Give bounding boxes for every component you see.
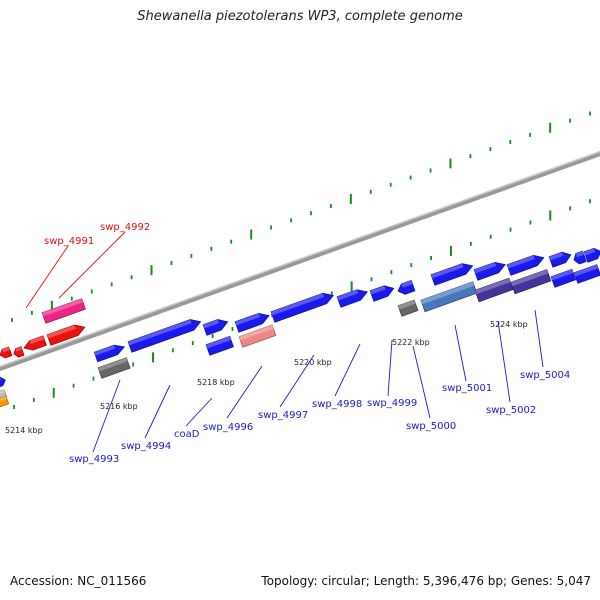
backbone-line: [0, 150, 600, 372]
gene-label: swp_5002: [486, 405, 536, 416]
label-leader: [334, 343, 361, 397]
gene-blue: [0, 376, 6, 388]
gene-red-shade: [29, 335, 45, 344]
gene-blue-shade: [431, 263, 464, 279]
gene-blue-shade: [235, 313, 260, 326]
backbone-highlight: [0, 150, 600, 368]
gene-blue-shade: [575, 251, 584, 258]
label-leader: [144, 384, 171, 439]
gene-swp-4994: [127, 319, 202, 353]
label-leader: [58, 231, 126, 299]
gene-grey-shade: [0, 389, 5, 395]
gene-swp-4992-shade: [47, 325, 76, 339]
scale-label: 5218 kbp: [197, 378, 235, 387]
label-leader: [387, 339, 393, 397]
gene-label: swp_5001: [442, 383, 492, 394]
label-leader: [279, 354, 315, 408]
gene-swp-4994-shade: [128, 319, 192, 346]
gene-blue-shade: [549, 252, 564, 261]
gene-swp-4993-shade: [94, 345, 116, 356]
gene-blue-shade: [507, 255, 535, 269]
gene-swp-4991-shade: [42, 298, 83, 317]
scale-label: 5220 kbp: [294, 358, 332, 367]
gene-swp-4997-shade: [271, 293, 325, 316]
gene-orange-shade: [0, 396, 7, 402]
gene-swp-5004-shade: [551, 269, 574, 281]
gene-label: swp_4991: [44, 236, 94, 247]
gene-label: swp_4996: [203, 422, 253, 433]
gene-label: swp_4999: [367, 398, 417, 409]
label-leader: [92, 379, 121, 453]
gene-label: swp_4993: [69, 454, 119, 465]
gene-blue-shade: [401, 280, 413, 288]
gene-label: swp_4998: [312, 399, 362, 410]
label-leader: [454, 324, 467, 382]
label-leader: [185, 397, 213, 427]
gene-swp-4993: [93, 344, 126, 363]
page-title: Shewanella piezotolerans WP3, complete g…: [137, 9, 463, 24]
gene-label: swp_4997: [258, 410, 308, 421]
gene-blue-shade: [203, 319, 220, 329]
gene-blue-shade: [584, 248, 596, 256]
gene-pseudo-shade: [398, 300, 416, 310]
scale-label: 5222 kbp: [392, 338, 430, 347]
gene-label: swp_5004: [520, 370, 570, 381]
gene-red-shade: [15, 346, 22, 352]
scale-label: 5224 kbp: [490, 320, 528, 329]
gene-label: swp_4994: [121, 441, 171, 452]
gene-blue-shade: [474, 262, 497, 274]
gene-swp-5001-shade: [421, 281, 475, 305]
gene-swp-4998-shade: [337, 289, 359, 301]
scale-label: 5216 kbp: [100, 402, 138, 411]
gene-coaD-shade: [206, 336, 231, 349]
accession-text: Accession: NC_011566: [10, 574, 147, 588]
gene-label: swp_4992: [100, 222, 150, 233]
gene-blue-shade: [0, 377, 1, 381]
gene-swp-4996-shade: [239, 325, 274, 341]
genome-summary-text: Topology: circular; Length: 5,396,476 bp…: [261, 574, 591, 588]
gene-blue: [234, 312, 270, 333]
label-leader: [534, 309, 544, 368]
label-leader: [497, 320, 511, 403]
gene-pseudo-shade: [98, 357, 128, 372]
gene-swp-5002b-shade: [511, 269, 549, 287]
gene-swp-4999-shade: [370, 285, 386, 295]
label-leader: [412, 345, 431, 419]
gene-label: coaD: [174, 429, 200, 440]
gene-swp-4997: [270, 292, 335, 323]
gene-red-shade: [2, 347, 10, 353]
scale-label: 5214 kbp: [5, 426, 43, 435]
label-leader: [25, 245, 69, 309]
gene-swp-5002-shade: [475, 278, 511, 295]
gene-blue-shade: [574, 264, 598, 277]
label-leader: [226, 365, 263, 419]
gene-label: swp_5000: [406, 421, 456, 432]
